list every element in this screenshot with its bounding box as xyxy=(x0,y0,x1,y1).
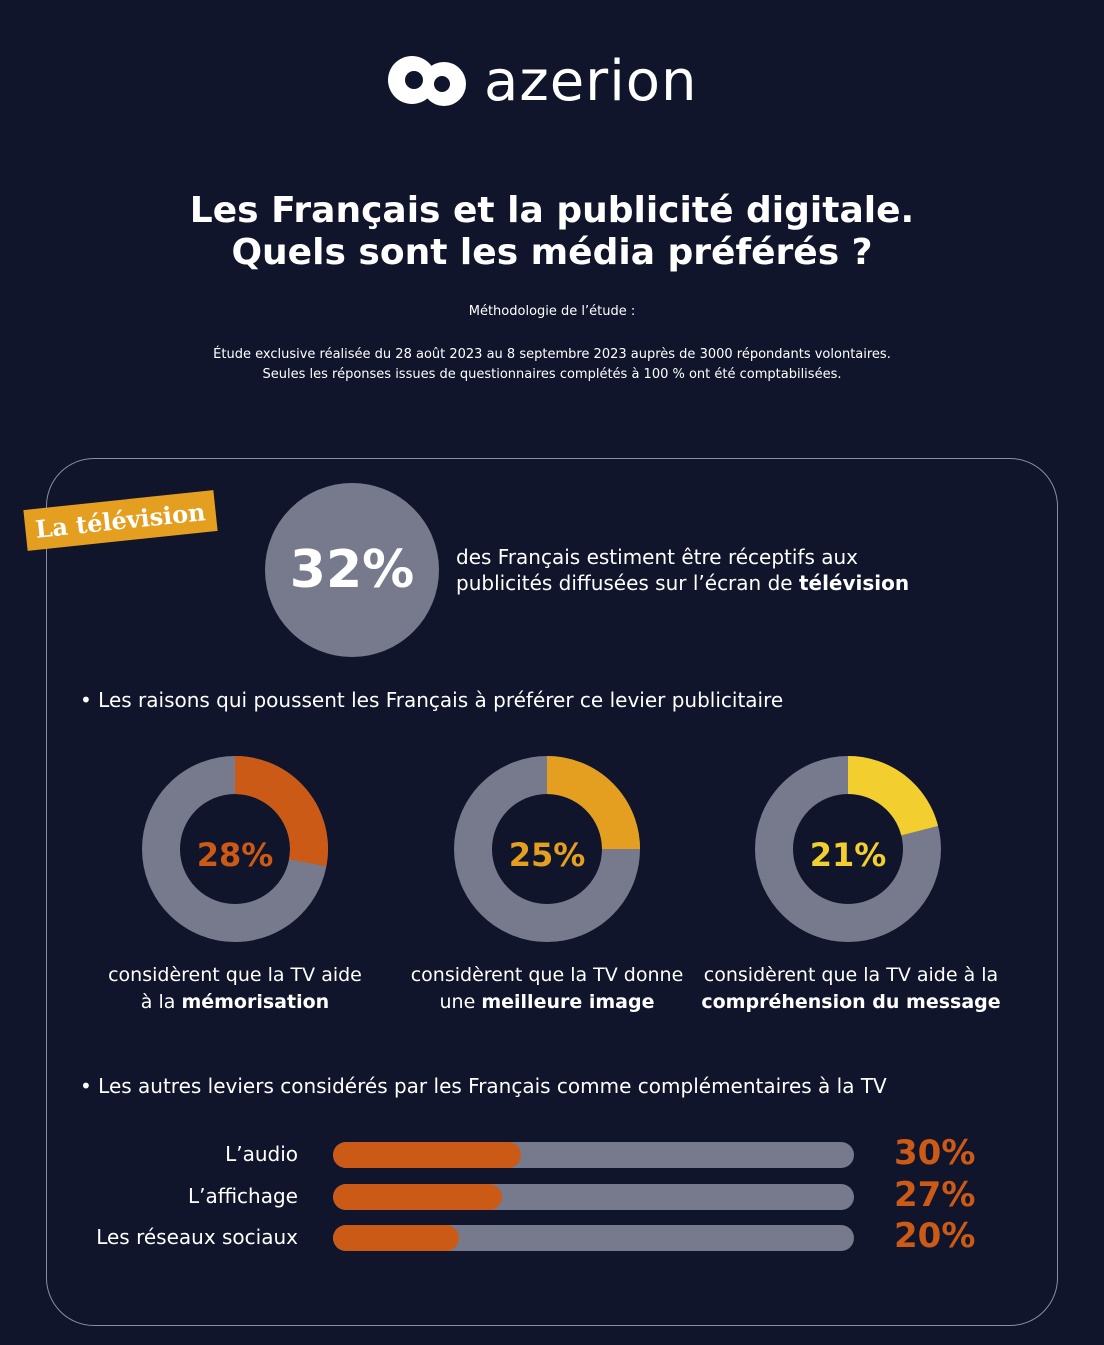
donut-caption: considèrent que la TV donne une meilleure… xyxy=(397,962,697,1016)
bar-fill xyxy=(333,1184,503,1210)
television-card xyxy=(46,458,1058,1326)
methodology-text: Étude exclusive réalisée du 28 août 2023… xyxy=(0,345,1104,385)
caption-bold: compréhension du message xyxy=(701,991,1001,1013)
bar-value-label: 27% xyxy=(894,1175,976,1215)
intro-line-2: publicités diffusées sur l’écran de xyxy=(456,571,799,595)
donut-chart: 25% xyxy=(452,754,642,944)
bar-track xyxy=(333,1225,854,1251)
caption-line-2: une xyxy=(439,991,482,1013)
intro-bold: télévision xyxy=(798,571,910,595)
headline-stat: 32% xyxy=(265,483,439,657)
donut-chart: 28% xyxy=(140,754,330,944)
azerion-logo-icon xyxy=(388,56,466,106)
bar-value-label: 30% xyxy=(894,1133,976,1173)
donut-chart: 21% xyxy=(753,754,943,944)
methodology-line-2: Seules les réponses issues de questionna… xyxy=(262,367,842,382)
title-line-2: Quels sont les média préférés ? xyxy=(231,232,873,273)
donut-value-label: 25% xyxy=(508,836,586,874)
brand-name: azerion xyxy=(484,48,698,114)
reasons-heading: • Les raisons qui poussent les Français … xyxy=(80,688,784,712)
donut-slice xyxy=(234,756,328,867)
caption-bold: meilleure image xyxy=(481,991,655,1013)
intro-line-1: des Français estiment être réceptifs aux xyxy=(456,545,859,569)
bar-fill xyxy=(333,1225,459,1251)
caption-line-1: considèrent que la TV aide à la xyxy=(703,964,999,986)
azerion-logo: azerion xyxy=(386,48,698,114)
levers-heading: • Les autres leviers considérés par les … xyxy=(80,1074,887,1098)
caption-bold: mémorisation xyxy=(181,991,330,1013)
page-title: Les Français et la publicité digitale. Q… xyxy=(0,190,1104,274)
methodology-label: Méthodologie de l’étude : xyxy=(468,304,636,319)
donut-value-label: 28% xyxy=(196,836,274,874)
caption-line-2: à la xyxy=(140,991,182,1013)
methodology-line-1: Étude exclusive réalisée du 28 août 2023… xyxy=(213,347,891,362)
donut-slice xyxy=(847,756,939,837)
intro-text: des Français estiment être réceptifs aux… xyxy=(456,544,909,596)
donut-caption: considèrent que la TV aide à la mémorisat… xyxy=(85,962,385,1016)
title-line-1: Les Français et la publicité digitale. xyxy=(189,190,915,231)
donut-slice xyxy=(546,756,640,850)
donut-caption: considèrent que la TV aide à la compréhen… xyxy=(701,962,1001,1016)
bar-category-label: L’audio xyxy=(225,1142,298,1166)
caption-line-1: considèrent que la TV donne xyxy=(410,964,684,986)
bar-category-label: Les réseaux sociaux xyxy=(96,1225,298,1249)
bar-track xyxy=(333,1142,854,1168)
bar-track xyxy=(333,1184,854,1210)
bar-category-label: L’affichage xyxy=(187,1184,298,1208)
donut-value-label: 21% xyxy=(809,836,887,874)
bar-fill xyxy=(333,1142,522,1168)
bar-value-label: 20% xyxy=(894,1216,976,1256)
caption-line-1: considèrent que la TV aide xyxy=(108,964,362,986)
